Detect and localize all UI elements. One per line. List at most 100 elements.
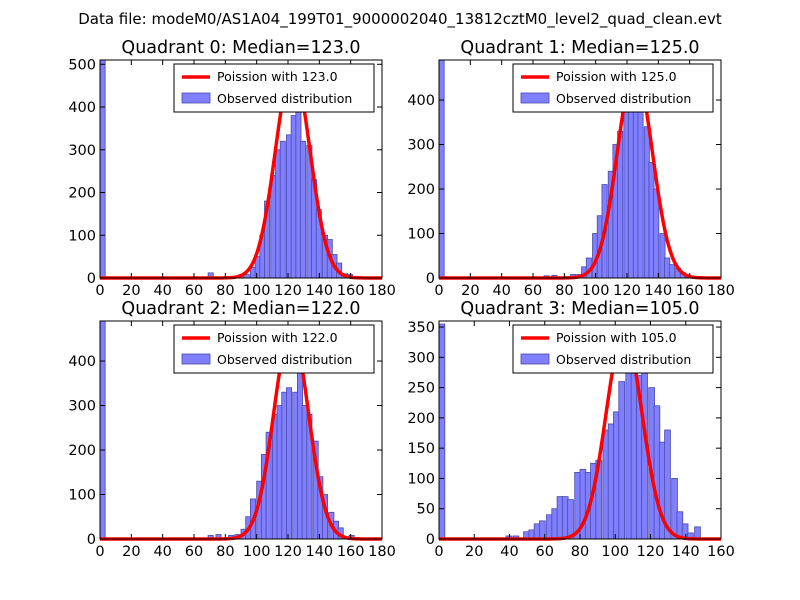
histogram-bar [668,264,675,279]
x-tick-label: 120 [637,544,665,560]
x-tick-label: 40 [153,283,171,299]
y-tick-label: 0 [426,532,435,548]
x-tick-label: 140 [305,544,333,560]
y-tick-label: 200 [407,182,435,198]
y-tick-label: 50 [417,502,435,518]
legend-bar-label: Observed distribution [217,91,352,106]
y-tick-label: 500 [68,57,96,73]
y-tick-label: 100 [407,227,435,243]
legend-bar-swatch [520,92,550,104]
x-tick-label: 140 [644,283,672,299]
legend-line-label: Poission with 105.0 [556,330,677,345]
x-tick-label: 80 [216,283,234,299]
y-tick-label: 350 [407,320,435,336]
histogram-bar [286,387,293,540]
x-tick-label: 100 [601,544,629,560]
x-tick-label: 160 [707,544,735,560]
x-tick-label: 180 [707,283,735,299]
y-tick-label: 400 [68,354,96,370]
y-tick-label: 300 [68,399,96,415]
histogram-bar [300,140,307,279]
x-tick-label: 100 [243,283,271,299]
panel-title: Quadrant 0: Median=123.0 [121,38,360,58]
y-tick-label: 0 [426,271,435,287]
histogram-bar [279,140,286,279]
y-tick-label: 100 [68,488,96,504]
x-tick-label: 0 [95,283,104,299]
legend: Poission with 123.0 Observed distribution [173,63,375,113]
x-tick-label: 40 [492,283,510,299]
x-tick-label: 40 [500,544,518,560]
x-tick-label: 0 [95,544,104,560]
histogram-bar [618,381,625,540]
x-tick-label: 0 [434,544,443,560]
panel-quadrant-0: Quadrant 0: Median=123.00 20 40 60 80 100 120 1… [68,38,396,299]
x-tick-label: 100 [582,283,610,299]
x-tick-label: 20 [122,283,140,299]
legend: Poission with 125.0 Observed distribution [512,63,714,113]
y-tick-label: 200 [68,186,96,202]
figure-suptitle: Data file: modeM0/AS1A04_199T01_90000020… [78,10,722,29]
legend-bar-swatch [520,353,550,365]
histogram-bar [637,108,644,279]
x-tick-label: 140 [672,544,700,560]
panel-quadrant-2: Quadrant 2: Median=122.00 20 40 60 80 100 120 1… [68,299,396,560]
x-tick-label: 160 [676,283,704,299]
legend-line-label: Poission with 122.0 [217,330,338,345]
x-tick-label: 120 [274,283,302,299]
legend-bar-label: Observed distribution [217,352,352,367]
legend-box [512,324,714,374]
x-tick-label: 40 [153,544,171,560]
y-tick-label: 0 [87,271,96,287]
x-tick-label: 20 [122,544,140,560]
y-tick-label: 300 [68,143,96,159]
panel-title: Quadrant 3: Median=105.0 [460,299,699,319]
legend-line-label: Poission with 125.0 [556,69,677,84]
legend-bar-swatch [181,353,211,365]
y-tick-label: 300 [407,138,435,154]
legend-box [512,63,714,113]
histogram-bar [567,499,574,540]
x-tick-label: 160 [337,544,365,560]
histogram-bar [99,320,106,540]
y-tick-label: 100 [68,228,96,244]
y-tick-label: 0 [87,532,96,548]
axes-frame [438,59,722,279]
x-tick-label: 180 [368,544,396,560]
x-tick-label: 20 [465,544,483,560]
x-tick-label: 80 [571,544,589,560]
x-tick-label: 140 [305,283,333,299]
axes-frame [99,320,383,540]
histogram-bar [438,59,445,279]
legend-box [173,63,375,113]
x-tick-label: 80 [216,544,234,560]
legend: Poission with 122.0 Observed distribution [173,324,375,374]
legend: Poission with 105.0 Observed distribution [512,324,714,374]
panel-title: Quadrant 1: Median=125.0 [460,38,699,58]
x-tick-label: 20 [461,283,479,299]
x-tick-label: 60 [536,544,554,560]
x-tick-label: 180 [368,283,396,299]
y-tick-label: 150 [407,441,435,457]
x-tick-label: 100 [243,544,271,560]
panel-title: Quadrant 2: Median=122.0 [121,299,360,319]
axes-frame [99,59,383,279]
histogram-bar [438,323,446,540]
legend-box [173,324,375,374]
histogram-bar [99,59,106,279]
legend-line-label: Poission with 123.0 [217,69,338,84]
panel-quadrant-3: Quadrant 3: Median=105.0 0 20 40 60 80 100 120 1… [407,299,735,560]
x-tick-label: 60 [524,283,542,299]
x-tick-label: 120 [613,283,641,299]
y-tick-label: 400 [407,93,435,109]
legend-bar-swatch [181,92,211,104]
x-tick-label: 60 [185,544,203,560]
x-tick-label: 160 [337,283,365,299]
x-tick-label: 80 [555,283,573,299]
legend-bar-label: Observed distribution [556,352,691,367]
y-tick-label: 200 [407,411,435,427]
y-tick-label: 100 [407,471,435,487]
x-tick-label: 120 [274,544,302,560]
y-tick-label: 300 [407,350,435,366]
